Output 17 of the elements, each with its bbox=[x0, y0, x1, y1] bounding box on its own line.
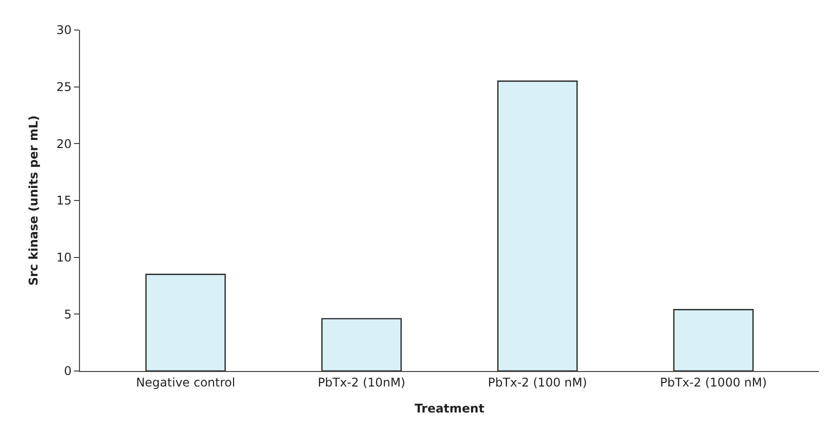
bar bbox=[145, 274, 226, 371]
y-tick-label: 30 bbox=[56, 23, 72, 38]
y-tick-label: 10 bbox=[56, 250, 72, 265]
x-tick-label: PbTx-2 (100 nM) bbox=[488, 375, 588, 390]
bar bbox=[321, 318, 402, 371]
x-axis-title: Treatment bbox=[414, 401, 485, 416]
y-tick-label: 20 bbox=[56, 136, 72, 151]
x-tick-label: PbTx-2 (10nM) bbox=[318, 375, 406, 390]
bar bbox=[673, 309, 754, 371]
y-tick-label: 5 bbox=[64, 307, 72, 322]
y-tick-label: 15 bbox=[56, 194, 72, 208]
y-tick-label: 0 bbox=[64, 364, 72, 378]
y-axis-title: Src kinase (units per mL) bbox=[26, 115, 41, 286]
y-tick-label: 25 bbox=[56, 80, 72, 94]
x-tick-label: PbTx-2 (1000 nM) bbox=[660, 375, 767, 390]
bar bbox=[497, 80, 578, 371]
x-tick-label: Negative control bbox=[136, 375, 236, 390]
